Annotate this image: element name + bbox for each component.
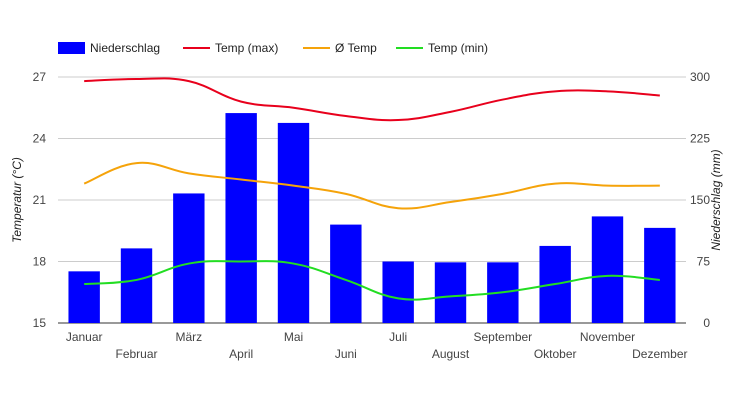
temperature-lines [83, 77, 660, 301]
axes: 15 18 21 24 27 0 75 150 225 300 Januar Februar März A… [10, 70, 723, 361]
y-left-axis-title: Temperatur (°C) [10, 157, 24, 243]
x-axis-tick-label: Juli [389, 330, 407, 344]
grid-lines [58, 76, 686, 324]
precipitation-bar [591, 216, 624, 323]
x-axis-tick-label: Mai [284, 330, 303, 344]
precipitation-bar [120, 248, 153, 323]
right-axis-tick-label: 150 [690, 193, 710, 207]
right-axis-tick-label: 0 [703, 316, 710, 330]
legend-swatch-precipitation [58, 42, 85, 54]
precipitation-bars [68, 113, 676, 323]
x-axis-tick-label: November [580, 330, 635, 344]
left-axis-tick-label: 15 [33, 316, 47, 330]
x-axis-tick-label: Januar [66, 330, 103, 344]
x-axis-tick-label: Februar [115, 347, 157, 361]
precipitation-bar [277, 122, 310, 323]
left-axis-tick-label: 24 [33, 132, 47, 146]
x-axis-tick-label: August [432, 347, 470, 361]
legend-label: Temp (min) [428, 41, 488, 55]
precipitation-bar [382, 261, 414, 323]
right-axis-tick-label: 300 [690, 70, 710, 84]
precipitation-bar [434, 262, 467, 323]
x-axis-tick-label: Oktober [534, 347, 577, 361]
precipitation-bar [330, 224, 362, 323]
left-axis-tick-label: 21 [33, 193, 47, 207]
left-axis-tick-label: 18 [33, 255, 47, 269]
precipitation-bar [644, 227, 676, 323]
line-temp-min [84, 260, 660, 301]
x-axis-tick-label: September [473, 330, 532, 344]
line-temp [83, 161, 660, 210]
precipitation-bar [225, 113, 257, 323]
legend-label: Niederschlag [90, 41, 160, 55]
x-axis-tick-label: Dezember [632, 347, 687, 361]
precipitation-bar [173, 193, 205, 323]
right-axis-tick-label: 75 [697, 255, 711, 269]
x-axis-tick-label: April [229, 347, 253, 361]
right-axis-tick-label: 225 [690, 132, 710, 146]
line-temp-max [84, 77, 660, 122]
precipitation-bar [68, 271, 100, 323]
legend-label: Ø Temp [335, 41, 377, 55]
legend-label: Temp (max) [215, 41, 278, 55]
left-axis-tick-label: 27 [33, 70, 47, 84]
y-right-axis-title: Niederschlag (mm) [709, 149, 723, 250]
x-axis-tick-label: Juni [335, 347, 357, 361]
legend: Niederschlag Temp (max) Ø Temp Temp (min) [58, 41, 488, 55]
x-axis-tick-label: März [175, 330, 202, 344]
